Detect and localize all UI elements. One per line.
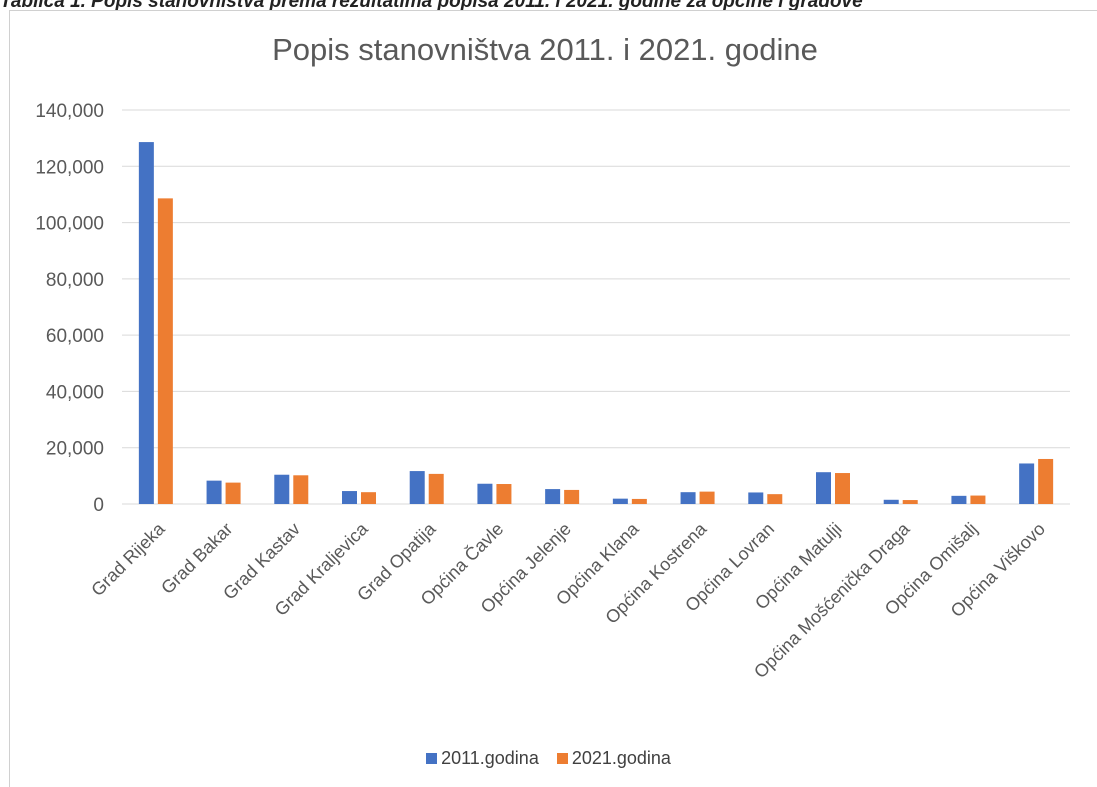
chart-frame (9, 10, 1097, 787)
y-tick-label: 140,000 (35, 101, 104, 122)
bar-2021 (157, 198, 173, 504)
legend-swatch-2021 (556, 753, 568, 764)
bar-2021 (564, 489, 580, 504)
legend-swatch-2011 (426, 753, 438, 764)
bar-2021 (835, 473, 850, 504)
chart-title: Popis stanovništva 2011. i 2021. godine (272, 32, 818, 67)
chart-legend: 2011.godina 2021.godina (0, 748, 1097, 769)
y-tick-label: 120,000 (35, 157, 104, 178)
y-tick-label: 40,000 (46, 382, 104, 403)
bar-2021 (361, 492, 376, 504)
legend-item-2021: 2021.godina (556, 748, 671, 769)
bar-2011 (612, 498, 628, 504)
bar-2011 (409, 471, 425, 504)
bar-2011 (138, 142, 154, 504)
bar-2011 (883, 499, 899, 504)
bar-2011 (545, 489, 561, 504)
bar-2021 (631, 498, 647, 504)
legend-item-2011: 2011.godina (426, 748, 539, 769)
bar-2021 (293, 475, 309, 504)
document-caption: Tablica 1. Popis stanovništva prema rezu… (0, 0, 863, 12)
x-tick-label: Grad Rijeka (87, 518, 169, 600)
bar-2021 (902, 500, 918, 504)
y-tick-label: 60,000 (46, 326, 104, 347)
y-tick-label: 100,000 (35, 214, 104, 235)
y-tick-label: 80,000 (46, 270, 104, 291)
bar-2021 (699, 491, 715, 504)
bar-2011 (206, 480, 222, 504)
bar-2011 (274, 474, 290, 504)
bar-2021 (767, 494, 783, 504)
y-tick-label: 20,000 (46, 439, 104, 460)
bar-2011 (951, 495, 967, 504)
bar-2011 (342, 491, 357, 504)
bar-2021 (1038, 458, 1054, 504)
legend-label-2011: 2011.godina (441, 748, 539, 768)
legend-label-2021: 2021.godina (571, 748, 671, 768)
bar-2021 (428, 473, 444, 504)
bar-2021 (496, 484, 512, 504)
bar-2011 (477, 483, 493, 504)
bar-2011 (680, 492, 696, 504)
bar-2021 (225, 482, 241, 504)
bar-2021 (970, 495, 986, 504)
bar-2011 (748, 492, 764, 504)
bar-2011 (1019, 463, 1035, 504)
bar-2011 (816, 472, 831, 504)
y-tick-label: 0 (93, 495, 104, 516)
